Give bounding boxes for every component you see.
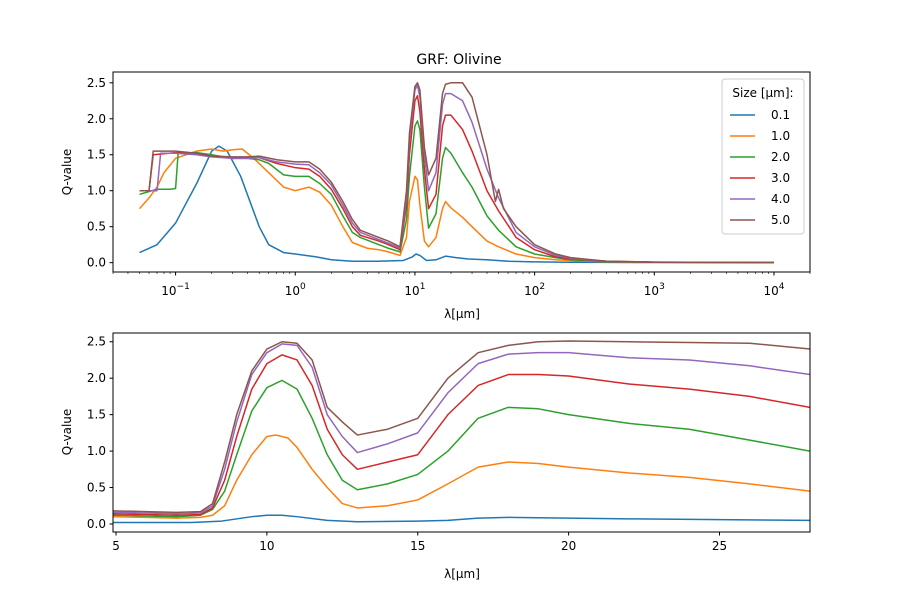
top-y-tick-label: 0.0 [87,256,106,270]
bottom-x-ticks: 5 10 15 20 25 [112,532,727,553]
top-y-tick-label: 0.5 [87,220,106,234]
bottom-series-lines [113,340,810,524]
legend-label-3.0: 3.0 [771,171,790,185]
top-y-ticks: 0.0 0.5 1.0 1.5 2.0 2.5 [87,76,113,270]
bottom-x-tick-label: 5 [112,539,120,553]
bottom-series-line-1.0 [113,434,810,519]
legend-items: 0.1 1.0 2.0 3.0 4.0 5.0 [730,108,790,227]
top-y-tick-label: 1.0 [87,184,106,198]
bottom-y-tick-label: 1.5 [87,408,106,422]
bottom-y-tick-label: 2.5 [87,335,106,349]
bottom-series-line-5.0 [113,340,810,514]
bottom-series-line-4.0 [113,343,810,515]
bottom-y-axis-label: Q-value [60,409,74,456]
top-x-tick-label: 103 [644,282,665,298]
bottom-x-tick-label: 25 [712,539,727,553]
top-y-tick-label: 2.0 [87,112,106,126]
top-series-lines [138,82,774,264]
top-chart-panel: GRF: Olivine 10−1 100 101 102 103 104 0.0 0.5 1… [60,52,811,321]
bottom-series-line-3.0 [113,354,810,516]
top-series-line-0.1 [139,145,774,264]
top-series-line-1.0 [138,148,774,264]
legend-box [721,78,805,235]
bottom-x-axis-label: λ[μm] [444,567,480,581]
bottom-y-tick-label: 0.5 [87,481,106,495]
bottom-x-tick-label: 15 [410,539,425,553]
bottom-plot-frame [112,332,811,533]
bottom-y-ticks: 0.0 0.5 1.0 1.5 2.0 2.5 [87,335,113,531]
bottom-y-tick-label: 2.0 [87,371,106,385]
legend: Size [μm]: 0.1 1.0 2.0 3.0 4.0 5.0 [721,78,805,235]
bottom-chart-panel: 5 10 15 20 25 0.0 0.5 1.0 1.5 2.0 2.5 λ[μm] Q-val… [60,332,811,581]
legend-label-2.0: 2.0 [771,150,790,164]
top-x-tick-label: 101 [404,282,425,298]
bottom-y-tick-label: 0.0 [87,517,106,531]
chart-title: GRF: Olivine [416,52,501,68]
legend-title: Size [μm]: [732,86,793,100]
bottom-y-tick-label: 1.0 [87,444,106,458]
top-x-axis-label: λ[μm] [444,307,480,321]
top-plot-frame [112,71,811,273]
top-x-tick-label: 104 [763,282,784,298]
top-y-axis-label: Q-value [60,149,74,196]
top-x-tick-label: 100 [285,282,306,298]
top-y-tick-label: 1.5 [87,148,106,162]
top-x-tick-label: 102 [524,282,545,298]
top-y-tick-label: 2.5 [87,76,106,90]
legend-label-4.0: 4.0 [771,192,790,206]
bottom-x-tick-label: 20 [561,539,576,553]
bottom-x-tick-label: 10 [259,539,274,553]
top-x-tick-label: 10−1 [161,282,190,298]
top-series-line-5.0 [139,82,774,264]
bottom-series-line-2.0 [113,379,810,518]
legend-label-0.1: 0.1 [771,108,790,122]
legend-label-1.0: 1.0 [771,129,790,143]
bottom-series-line-0.1 [113,514,810,524]
top-x-ticks: 10−1 100 101 102 103 104 [112,272,811,298]
legend-label-5.0: 5.0 [771,213,790,227]
